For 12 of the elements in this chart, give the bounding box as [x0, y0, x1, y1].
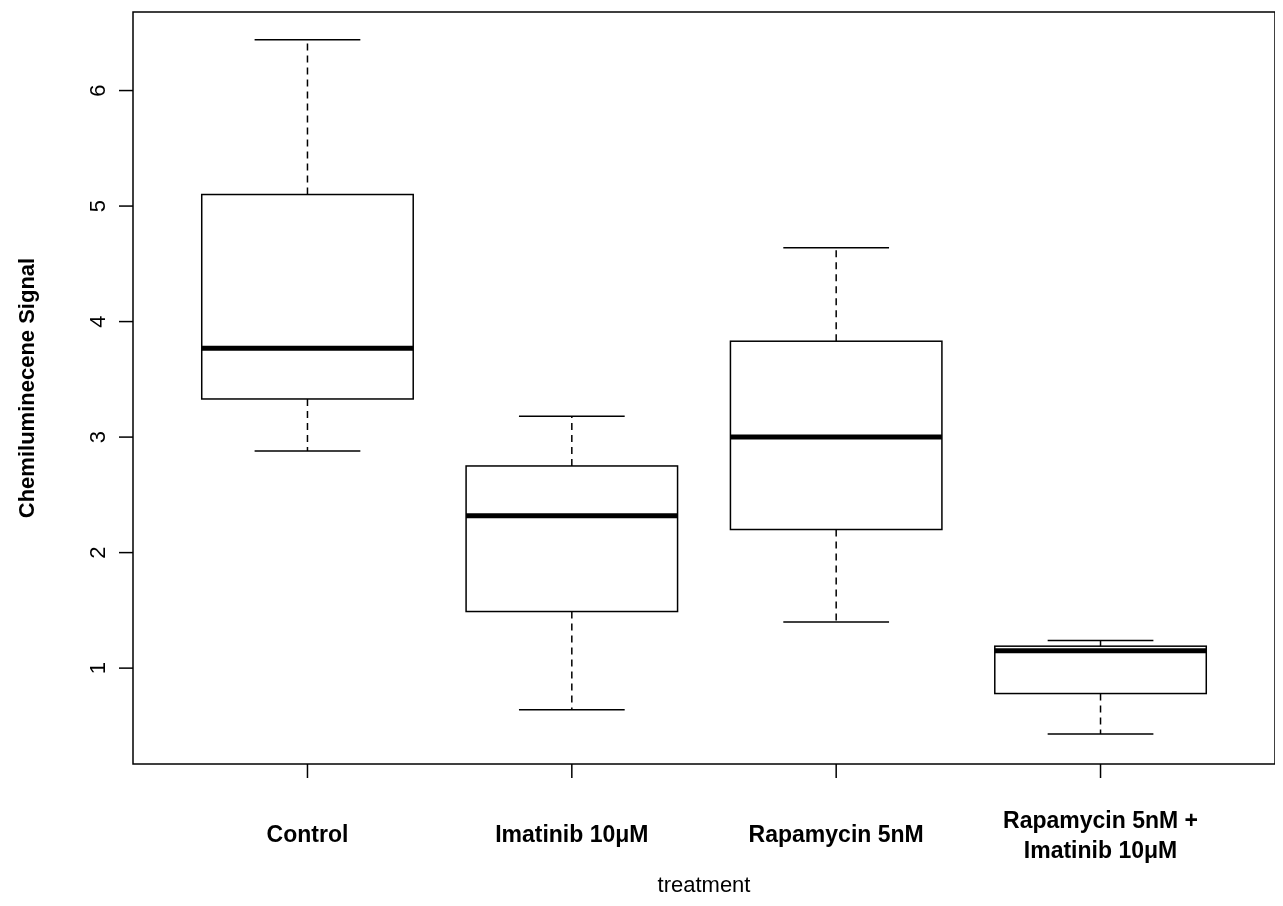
x-tick-label: Imatinib 10μM — [495, 821, 649, 847]
y-tick-label: 4 — [85, 315, 110, 328]
y-tick-label: 2 — [85, 546, 110, 559]
y-tick-label: 3 — [85, 430, 110, 444]
y-tick-label: 5 — [85, 199, 110, 213]
x-tick-label: Rapamycin 5nM — [748, 821, 924, 847]
y-axis-title: Chemiluminecene Signal — [14, 257, 39, 519]
y-tick-label: 1 — [85, 662, 110, 675]
y-tick-label: 6 — [85, 84, 110, 97]
x-tick-label: Control — [266, 821, 349, 847]
x-axis-title: treatment — [657, 872, 751, 897]
x-tick-label: Rapamycin 5nM + Imatinib 10μM — [1003, 807, 1198, 863]
